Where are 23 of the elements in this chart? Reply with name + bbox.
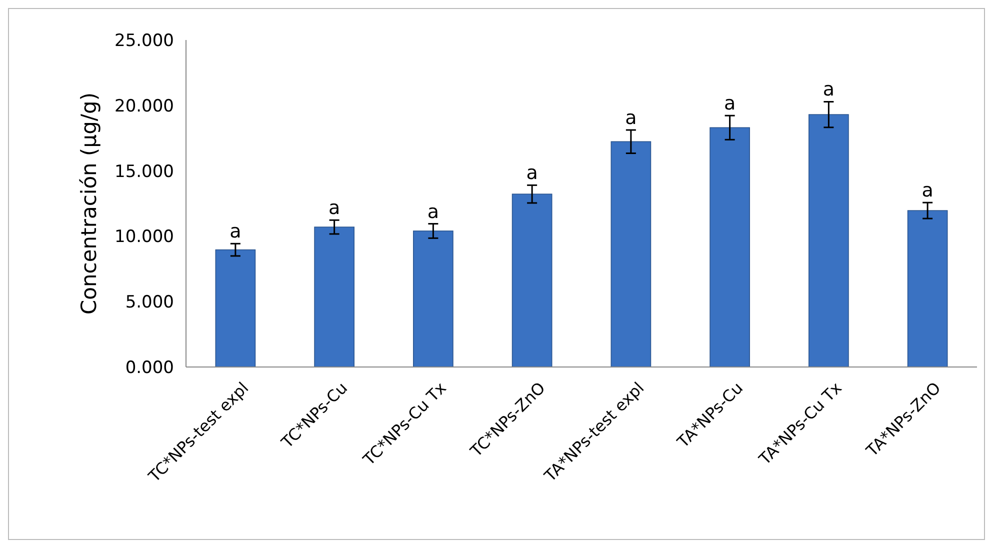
bar [907,210,948,368]
annotation: a [427,200,440,223]
y-tick-label: 10.000 [114,227,174,248]
annotation: a [922,180,934,202]
y-tick-label: 20.000 [114,96,174,116]
bar [610,141,652,368]
bar [808,114,849,368]
y-tick-label: 0.000 [125,358,174,378]
bar [413,230,454,368]
bar [710,127,750,368]
y-tick-label: 25.000 [114,30,174,51]
annotation: a [625,106,637,129]
annotation: a [822,78,835,101]
y-tick-label: 15.000 [114,162,174,182]
annotation: a [230,220,242,243]
annotation: a [724,92,736,115]
bar [512,194,552,368]
bar [215,249,256,368]
y-axis-title: Concentración (µg/g) [77,92,101,315]
bar [314,226,354,368]
y-tick-label: 5.000 [125,292,174,313]
annotation: a [526,162,538,184]
annotation: a [328,197,340,220]
